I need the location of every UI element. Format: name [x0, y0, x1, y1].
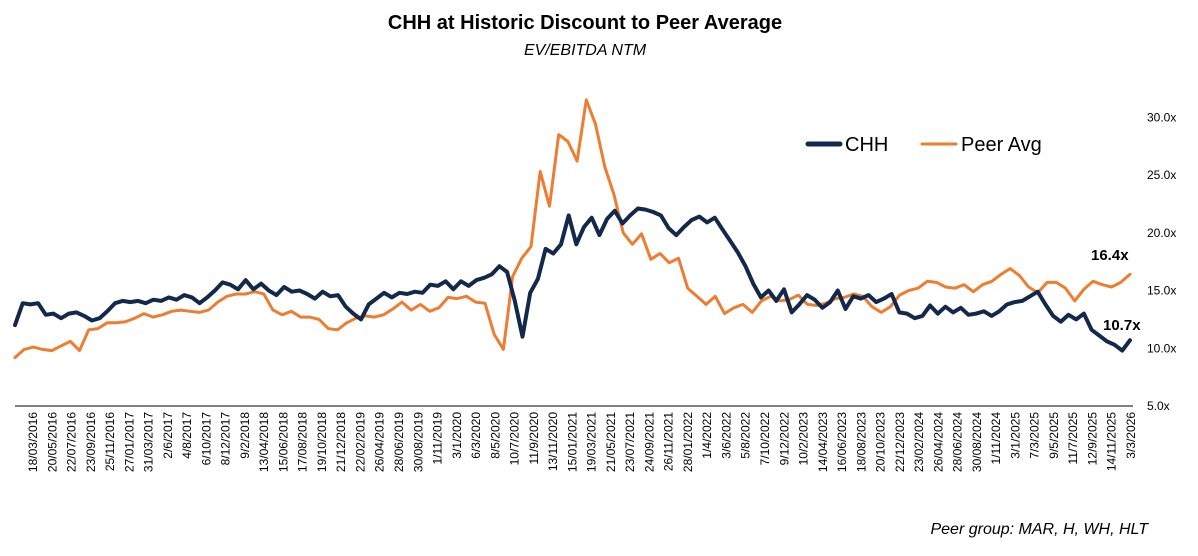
x-tick-label: 10/7/2020	[508, 412, 522, 466]
x-tick-label: 3/1/2020	[450, 412, 464, 459]
x-axis-ticks: 18/03/2016 20/05/2016 22/07/2016 23/09/2016…	[26, 412, 1138, 472]
x-tick-label: 3/1/2025	[1008, 412, 1022, 459]
y-tick-label: 15.0x	[1147, 284, 1176, 298]
x-tick-label: 30/08/2019	[411, 412, 425, 472]
x-tick-label: 14/11/2025	[1105, 412, 1119, 471]
y-tick-label: 30.0x	[1147, 110, 1176, 124]
x-tick-label: 28/01/2022	[681, 412, 695, 472]
series-lines	[13, 98, 1132, 359]
x-tick-label: 5/8/2022	[739, 412, 753, 459]
x-tick-label: 27/01/2017	[122, 412, 136, 472]
x-tick-label: 26/04/2024	[931, 412, 945, 472]
x-tick-label: 3/6/2022	[720, 412, 734, 459]
y-tick-label: 25.0x	[1147, 168, 1176, 182]
x-tick-label: 15/01/2021	[565, 412, 579, 472]
x-tick-label: 9/5/2025	[1047, 412, 1061, 459]
x-tick-label: 25/11/2016	[103, 412, 117, 471]
x-tick-label: 20/05/2016	[45, 412, 59, 472]
x-tick-label: 22/07/2016	[65, 412, 79, 472]
x-tick-label: 20/10/2023	[874, 412, 888, 472]
x-tick-label: 4/8/2017	[180, 412, 194, 459]
y-axis-ticks: 5.0x 10.0x 15.0x 20.0x 25.0x 30.0x	[1147, 110, 1176, 413]
x-tick-label: 8/12/2017	[219, 412, 233, 466]
chart-subtitle: EV/EBITDA NTM	[523, 42, 647, 59]
x-tick-label: 9/2/2018	[238, 412, 252, 459]
x-tick-label: 11/9/2020	[527, 412, 541, 465]
x-tick-label: 26/04/2019	[373, 412, 387, 472]
x-tick-label: 2/6/2017	[161, 412, 175, 459]
x-tick-label: 19/10/2018	[315, 412, 329, 472]
x-tick-label: 30/08/2024	[970, 412, 984, 472]
x-tick-label: 31/03/2017	[142, 412, 156, 472]
end-label-chh: 10.7x	[1103, 317, 1141, 334]
x-tick-label: 8/5/2020	[488, 412, 502, 459]
x-tick-label: 13/11/2020	[546, 412, 560, 471]
legend-label-peer-avg: Peer Avg	[961, 134, 1042, 156]
y-tick-label: 20.0x	[1147, 226, 1176, 240]
series-line-chh	[13, 206, 1132, 353]
x-tick-label: 9/12/2022	[777, 412, 791, 466]
x-tick-label: 7/3/2025	[1028, 412, 1042, 459]
x-tick-label: 11/7/2025	[1066, 412, 1080, 465]
x-tick-label: 19/03/2021	[585, 412, 599, 472]
end-label-peer-avg: 16.4x	[1091, 247, 1129, 264]
x-tick-label: 18/08/2023	[854, 412, 868, 472]
x-tick-label: 21/12/2018	[334, 412, 348, 472]
x-tick-label: 23/07/2021	[623, 412, 637, 472]
y-tick-label: 5.0x	[1147, 399, 1170, 413]
x-tick-label: 23/09/2016	[84, 412, 98, 472]
x-tick-label: 6/3/2020	[469, 412, 483, 459]
x-tick-label: 16/06/2023	[835, 412, 849, 472]
legend-label-chh: CHH	[845, 134, 888, 156]
x-tick-label: 18/03/2016	[26, 412, 40, 472]
x-tick-label: 6/10/2017	[199, 412, 213, 466]
x-tick-label: 22/12/2023	[893, 412, 907, 472]
x-tick-label: 12/9/2025	[1086, 412, 1100, 466]
x-tick-label: 1/4/2022	[700, 412, 714, 459]
x-tick-label: 15/06/2018	[276, 412, 290, 472]
x-tick-label: 22/02/2019	[354, 412, 368, 472]
line-chart: 5.0x 10.0x 15.0x 20.0x 25.0x 30.0x 18/03/2016…	[13, 98, 1176, 472]
x-tick-label: 21/05/2021	[604, 412, 618, 472]
series-line-peer-avg	[13, 98, 1132, 359]
footnote: Peer group: MAR, H, WH, HLT	[930, 521, 1148, 538]
y-tick-label: 10.0x	[1147, 341, 1176, 355]
x-tick-label: 3/3/2026	[1124, 412, 1138, 459]
x-tick-label: 24/09/2021	[642, 412, 656, 472]
x-tick-label: 23/02/2024	[912, 412, 926, 472]
legend: CHH Peer Avg	[805, 134, 1042, 156]
x-tick-label: 10/2/2023	[797, 412, 811, 466]
x-tick-label: 17/08/2018	[296, 412, 310, 472]
x-tick-label: 13/04/2018	[257, 412, 271, 472]
x-tick-label: 7/10/2022	[758, 412, 772, 466]
x-tick-label: 28/06/2024	[951, 412, 965, 472]
x-tick-label: 14/04/2023	[816, 412, 830, 472]
x-tick-label: 28/06/2019	[392, 412, 406, 472]
chart-title: CHH at Historic Discount to Peer Average	[387, 12, 783, 34]
x-tick-label: 1/11/2024	[989, 412, 1003, 465]
x-tick-label: 1/11/2019	[431, 412, 445, 465]
x-tick-label: 26/11/2021	[662, 412, 676, 471]
